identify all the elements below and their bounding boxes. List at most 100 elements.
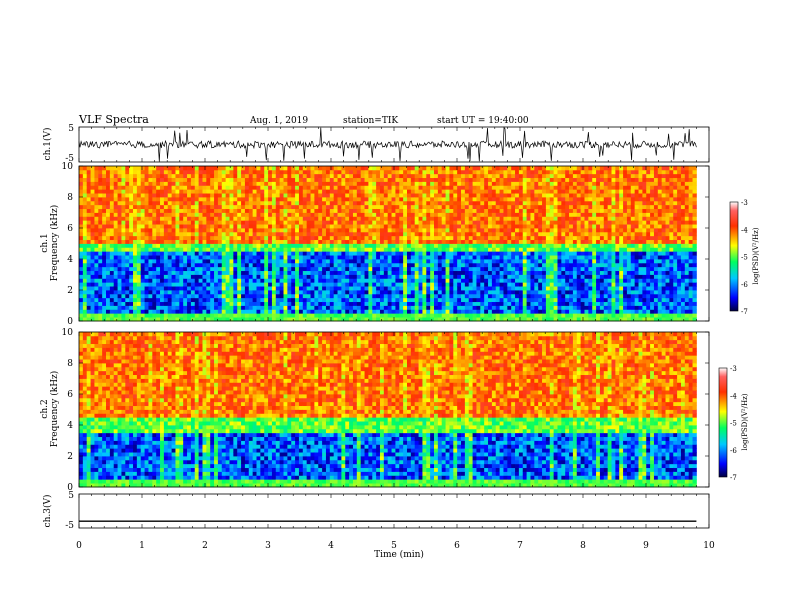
spectrogram-cell bbox=[399, 181, 404, 186]
spectrogram-cell bbox=[279, 239, 284, 244]
spectrogram-cell bbox=[352, 290, 358, 295]
spectrogram-cell bbox=[291, 274, 296, 279]
spectrogram-cell bbox=[202, 220, 207, 225]
spectrogram-cell bbox=[121, 228, 126, 233]
spectrogram-cell bbox=[194, 317, 200, 322]
spectrogram-cell bbox=[244, 313, 250, 318]
spectrogram-cell bbox=[90, 235, 95, 241]
spectrogram-cell bbox=[379, 247, 385, 252]
spectrogram-cell bbox=[121, 173, 126, 179]
spectrogram-cell bbox=[125, 212, 130, 217]
spectrogram-cell bbox=[233, 251, 238, 256]
spectrogram-cell bbox=[511, 278, 516, 283]
spectrogram-cell bbox=[337, 231, 342, 237]
spectrogram-cell bbox=[82, 293, 88, 299]
spectrogram-cell bbox=[422, 181, 427, 186]
spectrogram-cell bbox=[229, 301, 234, 306]
spectrogram-cell bbox=[545, 259, 551, 264]
spectrogram-cell bbox=[372, 278, 377, 283]
spectrogram-cell bbox=[437, 290, 443, 295]
spectrogram-cell bbox=[106, 197, 111, 202]
spectrogram-cell bbox=[314, 243, 319, 248]
spectrogram-cell bbox=[310, 228, 315, 233]
spectrogram-cell bbox=[279, 177, 284, 182]
spectrogram-cell bbox=[399, 239, 404, 244]
spectrogram-cell bbox=[248, 239, 254, 244]
spectrogram-cell bbox=[271, 185, 277, 190]
spectrogram-cell bbox=[341, 224, 346, 229]
spectrogram-cell bbox=[507, 305, 512, 310]
spectrogram-cell bbox=[488, 181, 493, 186]
spectrogram-cell bbox=[244, 309, 250, 314]
spectrogram-cell bbox=[437, 293, 443, 299]
spectrogram-cell bbox=[287, 309, 292, 314]
spectrogram-cell bbox=[252, 301, 257, 306]
spectrogram-cell bbox=[376, 266, 381, 272]
spectrogram-cell bbox=[148, 197, 153, 202]
spectrogram-cell bbox=[183, 301, 188, 306]
spectrogram-cell bbox=[399, 166, 404, 171]
spectrogram-cell bbox=[507, 251, 512, 256]
spectrogram-cell bbox=[430, 243, 435, 248]
spectrogram-cell bbox=[360, 231, 365, 237]
spectrogram-cell bbox=[480, 166, 485, 171]
spectrogram-cell bbox=[352, 282, 358, 287]
spectrogram-cell bbox=[210, 169, 215, 175]
spectrogram-cell bbox=[295, 317, 300, 322]
spectrogram-cell bbox=[183, 297, 188, 303]
spectrogram-cell bbox=[406, 181, 412, 186]
spectrogram-cell bbox=[109, 259, 115, 264]
spectrogram-cell bbox=[430, 235, 435, 241]
spectrogram-cell bbox=[449, 313, 454, 318]
spectrogram-cell bbox=[125, 224, 130, 229]
spectrogram-cell bbox=[140, 251, 145, 256]
spectrogram-cell bbox=[82, 259, 88, 264]
spectrogram-cell bbox=[279, 262, 284, 268]
spectrogram-cell bbox=[268, 193, 273, 198]
spectrogram-cell bbox=[171, 251, 176, 256]
spectrogram-cell bbox=[260, 166, 265, 171]
spectrogram-cell bbox=[248, 247, 254, 252]
spectrogram-cell bbox=[511, 224, 516, 229]
spectrogram-cell bbox=[129, 173, 134, 179]
spectrogram-cell bbox=[476, 220, 481, 225]
spectrogram-cell bbox=[175, 270, 180, 275]
spectrogram-cell bbox=[495, 193, 501, 198]
spectrogram-cell bbox=[468, 200, 473, 206]
spectrogram-cell bbox=[410, 189, 416, 194]
spectrogram-cell bbox=[349, 177, 354, 182]
spectrogram-cell bbox=[248, 212, 254, 217]
spectrogram-cell bbox=[538, 185, 543, 190]
spectrogram-cell bbox=[133, 251, 138, 256]
spectrogram-cell bbox=[507, 204, 512, 210]
spectrogram-cell bbox=[399, 266, 404, 272]
spectrogram-cell bbox=[445, 216, 450, 221]
spectrogram-cell bbox=[426, 166, 431, 171]
spectrogram-cell bbox=[109, 224, 115, 229]
spectrogram-cell bbox=[144, 317, 149, 322]
spectrogram-cell bbox=[202, 282, 207, 287]
spectrogram-cell bbox=[90, 270, 95, 275]
spectrogram-cell bbox=[379, 193, 385, 198]
spectrogram-cell bbox=[187, 235, 192, 241]
spectrogram-cell bbox=[445, 204, 450, 210]
spectrogram-cell bbox=[102, 228, 107, 233]
spectrogram-cell bbox=[113, 228, 118, 233]
spectrogram-cell bbox=[422, 166, 427, 171]
spectrogram-cell bbox=[345, 286, 350, 291]
spectrogram-cell bbox=[156, 255, 161, 260]
spectrogram-cell bbox=[102, 278, 107, 283]
spectrogram-cell bbox=[86, 177, 91, 182]
spectrogram-cell bbox=[499, 193, 504, 198]
spectrogram-cell bbox=[113, 216, 118, 221]
spectrogram-cell bbox=[406, 197, 412, 202]
spectrogram-cell bbox=[121, 259, 126, 264]
spectrogram-cell bbox=[163, 185, 169, 190]
spectrogram-cell bbox=[190, 313, 196, 318]
spectrogram-cell bbox=[522, 309, 528, 314]
spectrogram-cell bbox=[113, 193, 118, 198]
spectrogram-cell bbox=[414, 204, 419, 210]
spectrogram-cell bbox=[422, 220, 427, 225]
spectrogram-cell bbox=[430, 290, 435, 295]
spectrogram-cell bbox=[202, 243, 207, 248]
